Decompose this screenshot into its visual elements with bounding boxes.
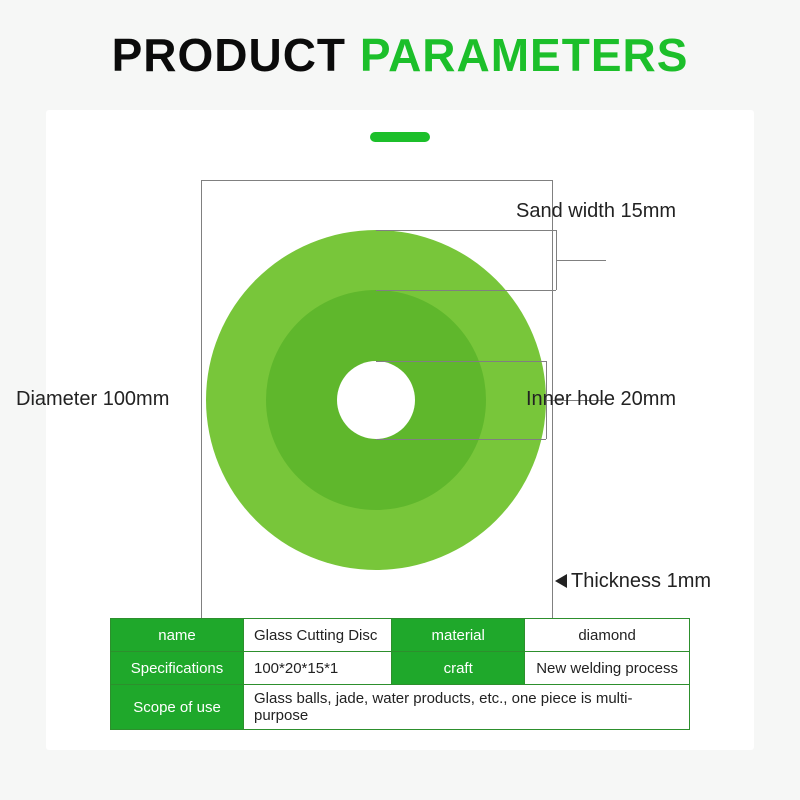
table-row: Scope of use Glass balls, jade, water pr… (111, 685, 690, 730)
label-inner-hole: Inner hole 20mm (526, 388, 676, 411)
table-row: name Glass Cutting Disc material diamond (111, 619, 690, 652)
page-title: PRODUCT PARAMETERS (0, 0, 800, 82)
table-header-cell: name (111, 619, 244, 652)
table-header-cell: material (392, 619, 525, 652)
title-word-1: PRODUCT (112, 29, 346, 81)
table-cell: 100*20*15*1 (244, 652, 392, 685)
table-header-cell: Specifications (111, 652, 244, 685)
leader-line (556, 260, 606, 261)
table-header-cell: Scope of use (111, 685, 244, 730)
label-sand-width: Sand width 15mm (516, 200, 676, 223)
disc-hole (337, 361, 415, 439)
leader-line (376, 361, 546, 362)
table-cell: diamond (525, 619, 690, 652)
label-diameter: Diameter 100mm (16, 388, 169, 411)
title-word-2: PARAMETERS (360, 29, 689, 81)
label-thickness: Thickness 1mm (571, 570, 711, 593)
leader-line (376, 439, 546, 440)
diagram-area: Sand width 15mm Inner hole 20mm Diameter… (46, 120, 754, 620)
table-cell: Glass balls, jade, water products, etc.,… (244, 685, 690, 730)
table-header-cell: craft (392, 652, 525, 685)
leader-line (376, 290, 556, 291)
table-cell: Glass Cutting Disc (244, 619, 392, 652)
spec-table: name Glass Cutting Disc material diamond… (110, 618, 690, 730)
table-row: Specifications 100*20*15*1 craft New wel… (111, 652, 690, 685)
arrow-icon (555, 574, 567, 588)
table-cell: New welding process (525, 652, 690, 685)
parameters-card: Sand width 15mm Inner hole 20mm Diameter… (46, 110, 754, 750)
leader-line (376, 230, 556, 231)
